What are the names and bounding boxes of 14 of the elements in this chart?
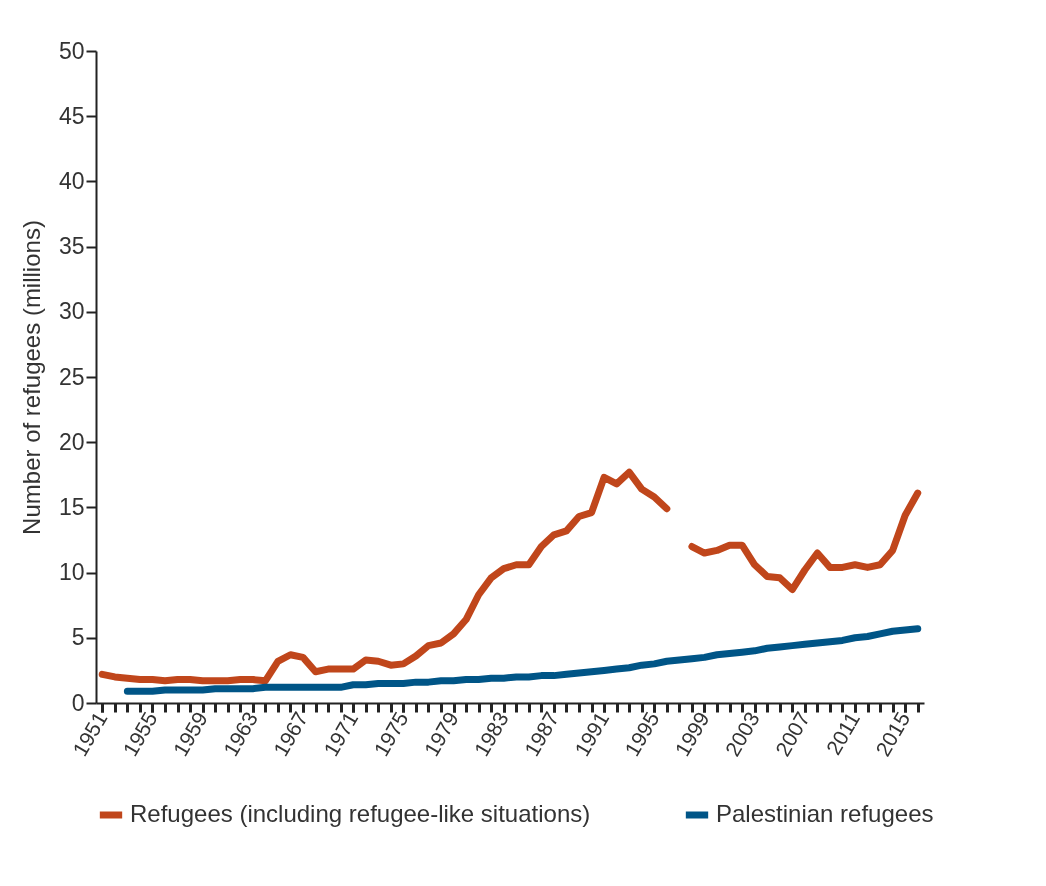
y-tick-label: 25 [58,363,85,390]
y-tick-label: 40 [58,167,85,194]
y-tick-label: 20 [58,428,85,455]
y-tick-label: 0 [71,689,85,716]
y-axis-title: Number of refugees (millions) [17,220,45,535]
y-tick-label: 50 [58,37,85,64]
legend-label: Palestinian refugees [716,800,934,827]
y-tick-label: 35 [58,233,85,260]
y-tick-label: 10 [58,559,85,586]
y-tick-label: 15 [58,493,85,520]
y-tick-label: 30 [58,298,85,325]
y-tick-label: 5 [71,624,85,651]
legend-label: Refugees (including refugee-like situations) [130,800,591,827]
y-tick-label: 45 [58,102,85,129]
